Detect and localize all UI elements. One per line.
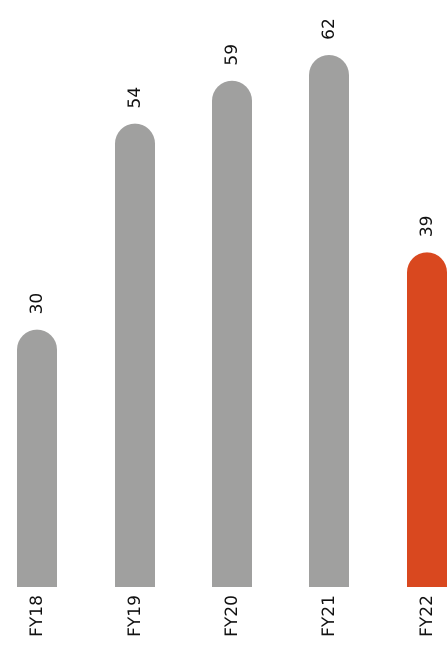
bar-fy22 — [407, 252, 447, 587]
category-label-fy21: FY21 — [319, 595, 339, 637]
value-label-fy18: 30 — [27, 293, 47, 315]
bar-fy20 — [212, 80, 252, 587]
category-label-fy19: FY19 — [125, 595, 145, 637]
category-label-fy18: FY18 — [27, 595, 47, 637]
bar-fy19 — [115, 123, 155, 587]
value-label-fy21: 62 — [319, 18, 339, 40]
value-label-fy22: 39 — [417, 216, 437, 238]
bar-fy21 — [309, 55, 349, 587]
value-label-fy20: 59 — [222, 44, 242, 66]
bar-fy18 — [17, 329, 57, 587]
category-label-fy22: FY22 — [417, 595, 437, 637]
category-label-fy20: FY20 — [222, 595, 242, 637]
value-label-fy19: 54 — [125, 87, 145, 109]
